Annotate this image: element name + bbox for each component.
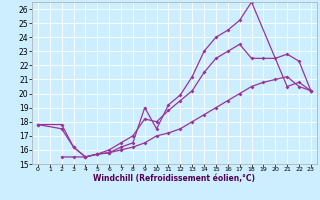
X-axis label: Windchill (Refroidissement éolien,°C): Windchill (Refroidissement éolien,°C) xyxy=(93,174,255,183)
